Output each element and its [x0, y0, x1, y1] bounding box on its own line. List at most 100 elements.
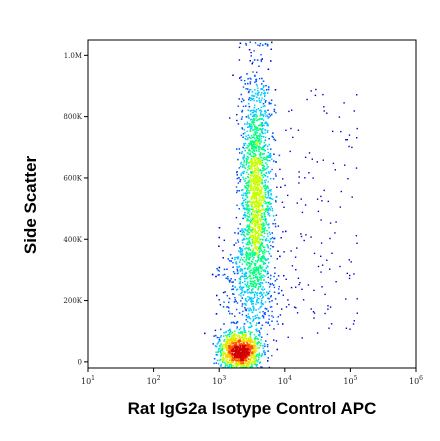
event-dot: [264, 194, 267, 196]
event-dot: [254, 243, 256, 246]
event-dot: [263, 197, 265, 199]
event-dot: [220, 328, 222, 331]
event-dot: [216, 294, 218, 297]
event-dot: [254, 221, 256, 223]
event-dot: [216, 345, 218, 348]
event-dot: [223, 332, 225, 334]
event-dot: [239, 362, 241, 364]
event-dot: [255, 335, 257, 338]
event-dot: [240, 336, 243, 338]
event-dot: [246, 257, 248, 259]
event-dot: [248, 241, 250, 243]
event-dot: [247, 181, 249, 183]
event-dot: [254, 340, 256, 342]
event-dot: [254, 145, 257, 148]
event-dot: [236, 302, 239, 304]
event-dot: [262, 317, 265, 319]
event-dot: [254, 244, 256, 246]
event-dot: [246, 182, 248, 184]
event-dot: [228, 335, 231, 338]
event-dot: [251, 94, 253, 97]
event-dot: [245, 203, 247, 206]
event-dot: [263, 85, 265, 87]
event-dot: [252, 291, 254, 294]
event-dot: [246, 192, 249, 194]
event-dot: [245, 344, 247, 346]
event-dot: [256, 205, 258, 207]
event-dot: [269, 283, 272, 286]
event-dot: [235, 347, 238, 349]
event-dot: [259, 155, 261, 157]
event-dot: [270, 102, 272, 105]
event-dot: [237, 272, 240, 274]
event-dot: [254, 231, 257, 233]
event-dot: [258, 352, 260, 355]
event-dot: [249, 180, 252, 182]
event-dot: [244, 354, 246, 357]
event-dot: [308, 152, 311, 154]
event-dot: [229, 359, 231, 361]
event-dot: [257, 171, 259, 173]
event-dot: [261, 83, 263, 85]
event-dot: [253, 356, 256, 358]
event-dot: [247, 152, 249, 154]
event-dot: [260, 141, 262, 143]
event-dot: [247, 365, 250, 367]
event-dot: [254, 229, 256, 231]
event-dot: [220, 365, 222, 367]
event-dot: [222, 250, 224, 252]
event-dot: [258, 209, 260, 212]
event-dot: [273, 291, 276, 293]
event-dot: [321, 200, 323, 202]
event-dot: [257, 234, 259, 237]
event-dot: [254, 252, 257, 255]
event-dot: [245, 105, 247, 107]
event-dot: [257, 202, 259, 205]
event-dot: [216, 268, 218, 270]
event-dot: [250, 127, 253, 129]
event-dot: [267, 360, 269, 362]
event-dot: [270, 60, 272, 62]
event-dot: [244, 278, 246, 280]
event-dot: [263, 263, 265, 265]
event-dot: [269, 306, 272, 308]
event-dot: [257, 282, 260, 285]
event-dot: [288, 303, 290, 306]
event-dot: [254, 167, 257, 170]
event-dot: [267, 68, 270, 70]
event-dot: [241, 249, 244, 252]
event-dot: [256, 183, 258, 185]
event-dot: [249, 143, 251, 146]
event-dot: [272, 215, 275, 217]
event-dot: [267, 292, 270, 295]
event-dot: [245, 272, 248, 275]
event-dot: [244, 214, 247, 216]
event-dot: [247, 267, 249, 269]
event-dot: [248, 216, 250, 218]
event-dot: [247, 286, 250, 289]
event-dot: [242, 245, 245, 248]
event-dot: [256, 180, 258, 182]
event-dot: [258, 153, 261, 156]
event-dot: [248, 330, 250, 332]
event-dot: [238, 250, 240, 252]
event-dot: [231, 340, 234, 342]
event-dot: [262, 128, 264, 130]
event-dot: [274, 237, 276, 240]
event-dot: [253, 194, 256, 196]
event-dot: [248, 263, 251, 265]
event-dot: [258, 202, 261, 204]
event-dot: [254, 216, 256, 218]
event-dot: [230, 278, 232, 280]
event-dot: [256, 203, 258, 205]
event-dot: [257, 181, 259, 183]
event-dot: [221, 348, 223, 351]
event-dot: [228, 329, 231, 331]
event-dot: [259, 292, 261, 294]
event-dot: [242, 359, 244, 362]
event-dot: [260, 257, 263, 259]
event-dot: [241, 229, 243, 232]
event-dot: [254, 75, 256, 77]
event-dot: [239, 152, 241, 154]
event-dot: [247, 173, 250, 175]
